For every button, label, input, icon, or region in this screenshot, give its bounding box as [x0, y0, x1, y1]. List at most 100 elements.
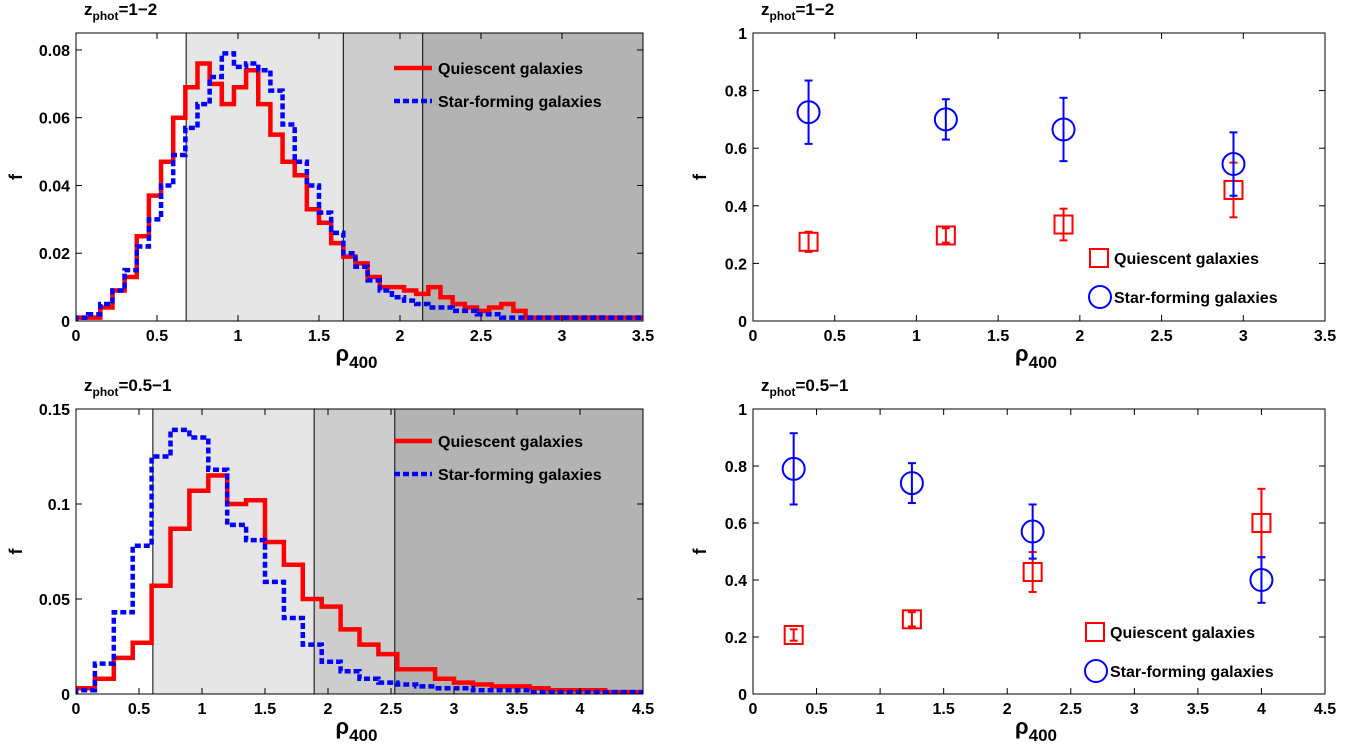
y-tick-label: 0.6 — [725, 141, 747, 158]
x-axis-label: ρ400 — [1015, 714, 1057, 745]
axes-frame — [75, 32, 644, 322]
legend-swatch-quiescent — [1089, 248, 1109, 268]
panel-title-sub: phot — [770, 9, 796, 23]
plot-content — [781, 432, 1274, 646]
panel-title: zphot=1−2 — [84, 0, 157, 23]
data-point-quiescent — [798, 231, 819, 252]
legend: Quiescent galaxies Star-forming galaxies — [394, 434, 602, 484]
chart-panel-1: 0 0.5 1 1.5 2 2.5 3 3.5 0 0.02 0.04 0.06 0.08 zphot=1… — [6, 0, 654, 372]
legend: Quiescent galaxies Star-forming galaxies — [1084, 622, 1274, 683]
x-axis-label-sub: 400 — [1029, 726, 1057, 745]
data-point-star-forming — [781, 456, 806, 481]
histogram-line-quiescent — [76, 473, 643, 694]
chart-panel-2: 0 0.5 1 1.5 2 2.5 3 3.500.20.40.60.81zphot=1−2ρ… — [690, 0, 1336, 372]
shaded-region — [422, 33, 643, 321]
legend-label: Quiescent galaxies — [438, 434, 583, 451]
panel-title-value: =1−2 — [119, 0, 158, 19]
y-tick-label: 0.8 — [725, 459, 747, 476]
x-tick-label: 3 — [1239, 328, 1248, 345]
x-axis-label-main: ρ — [336, 714, 350, 739]
shaded-region — [152, 409, 315, 694]
data-point-star-forming — [899, 471, 924, 496]
x-tick-label: 4 — [576, 701, 585, 718]
x-tick-label: 4.5 — [1314, 701, 1336, 718]
y-axis-label: f — [6, 173, 26, 180]
panel-title-sub: phot — [93, 385, 119, 399]
y-tick-label: 0 — [61, 687, 70, 704]
data-point-star-forming — [1249, 568, 1274, 592]
x-tick-label: 0.5 — [128, 701, 150, 718]
y-tick-label: 0.2 — [725, 630, 747, 647]
x-tick-label: 2 — [324, 701, 333, 718]
plot-content — [796, 79, 1246, 253]
legend-label: Star-forming galaxies — [1114, 290, 1278, 307]
panel-title: zphot=1−2 — [761, 0, 834, 23]
panel-title-z: z — [761, 376, 770, 395]
x-tick-label: 2.5 — [470, 328, 492, 345]
panel-title-z: z — [84, 376, 93, 395]
y-tick-label: 0.06 — [39, 111, 70, 128]
x-tick-label: 2 — [396, 328, 405, 345]
x-tick-label: 3 — [1130, 701, 1139, 718]
x-tick-label: 0.5 — [146, 328, 168, 345]
x-tick-label: 4.5 — [632, 701, 654, 718]
y-tick-label: 0.15 — [39, 402, 70, 419]
data-point-star-forming — [933, 107, 958, 132]
legend-label: Star-forming galaxies — [438, 467, 602, 484]
y-tick-label: 0 — [738, 687, 747, 704]
y-tick-label: 1 — [738, 402, 747, 419]
x-tick-label: 2.5 — [1150, 328, 1172, 345]
panel-title: zphot=0.5−1 — [761, 376, 848, 399]
data-point-star-forming — [796, 100, 821, 125]
data-point-star-forming — [1051, 117, 1076, 142]
x-tick-label: 1.5 — [254, 701, 276, 718]
shaded-region — [314, 409, 395, 694]
histogram-line-star-forming — [76, 51, 643, 321]
panel-title-z: z — [84, 0, 93, 19]
x-tick-label: 0 — [72, 328, 81, 345]
x-tick-label: 0.5 — [824, 328, 846, 345]
data-point-quiescent — [783, 625, 804, 646]
axes-frame — [75, 408, 644, 695]
plot-area — [753, 33, 1325, 321]
y-tick-label: 0.8 — [725, 84, 747, 101]
legend-swatch-star-forming — [1084, 659, 1108, 683]
x-axis-label-main: ρ — [1015, 341, 1029, 366]
data-point-star-forming — [1020, 519, 1045, 544]
y-tick-label: 0 — [61, 314, 70, 331]
data-point-quiescent — [1251, 513, 1272, 533]
x-axis-label-sub: 400 — [1029, 353, 1057, 372]
legend-swatch-star-forming — [1088, 285, 1112, 309]
legend: Quiescent galaxies Star-forming galaxies — [394, 61, 602, 111]
data-point-quiescent — [1053, 214, 1074, 235]
x-axis-label-sub: 400 — [349, 726, 377, 745]
y-tick-label: 0.04 — [39, 178, 70, 195]
plot-content — [76, 51, 643, 321]
x-tick-label: 1.5 — [308, 328, 330, 345]
histogram-line-star-forming — [76, 427, 643, 694]
x-tick-label: 2 — [1003, 701, 1012, 718]
y-tick-label: 0.02 — [39, 246, 70, 263]
y-axis-label: f — [690, 548, 710, 555]
y-tick-label: 1 — [738, 26, 747, 43]
x-tick-label: 2.5 — [380, 701, 402, 718]
x-axis-label: ρ400 — [336, 714, 378, 745]
y-tick-label: 0.05 — [39, 592, 70, 609]
legend-label: Star-forming galaxies — [1110, 664, 1274, 681]
y-tick-label: 0.4 — [725, 199, 747, 216]
panel-title-sub: phot — [770, 385, 796, 399]
plot-area — [753, 409, 1325, 694]
panel-title-value: =0.5−1 — [119, 376, 172, 395]
legend: Quiescent galaxies Star-forming galaxies — [1088, 248, 1278, 309]
panel-title-sub: phot — [93, 9, 119, 23]
y-tick-label: 0.2 — [725, 256, 747, 273]
axes-frame — [752, 408, 1326, 695]
x-tick-label: 0 — [749, 701, 758, 718]
plot-content — [76, 427, 643, 694]
y-tick-label: 0.6 — [725, 516, 747, 533]
x-tick-label: 1 — [912, 328, 921, 345]
x-axis-label-main: ρ — [1015, 714, 1029, 739]
x-tick-label: 2 — [1075, 328, 1084, 345]
x-tick-label: 3.5 — [506, 701, 528, 718]
x-tick-label: 1 — [198, 701, 207, 718]
